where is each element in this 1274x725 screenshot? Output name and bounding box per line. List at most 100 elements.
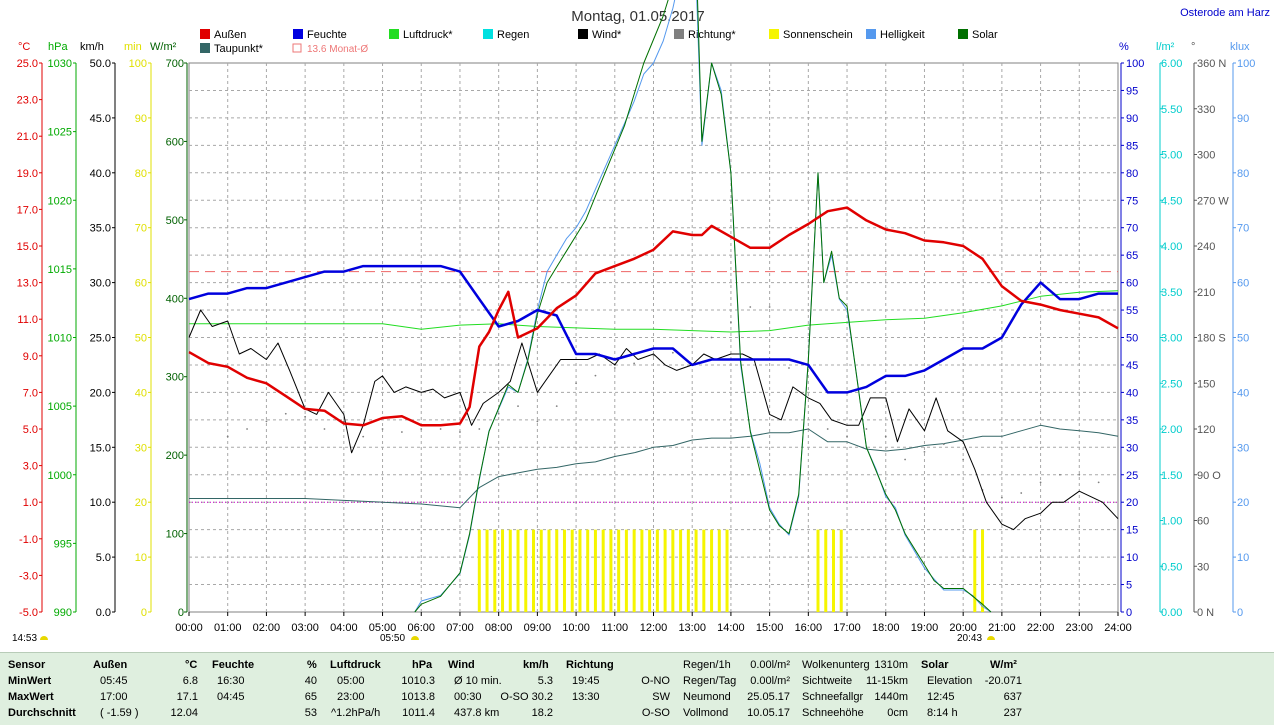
aussen-min-time: 05:45	[100, 675, 128, 687]
legend-label: Helligkeit	[880, 29, 925, 41]
header-solar: Solar	[921, 659, 949, 671]
header-feuchte: Feuchte	[212, 659, 255, 671]
feuchte-max-time: 04:45	[217, 691, 245, 703]
sunshine-bar	[824, 529, 828, 612]
tick-label-lm2: 1.00	[1161, 516, 1182, 528]
legend-swatch	[200, 29, 210, 39]
direction-point	[613, 367, 616, 369]
sunshine-bar	[632, 529, 636, 612]
tick-label-deg: 120	[1197, 424, 1215, 436]
tick-label-lm2: 6.00	[1161, 58, 1182, 70]
direction-point	[730, 321, 732, 324]
series-taupunkt	[189, 424, 1119, 509]
sunshine-bar	[555, 529, 559, 612]
solar-max-value: 637	[1003, 691, 1022, 703]
aussen-avg-value: 12.04	[170, 707, 198, 719]
tick-label-temp: 17.0	[17, 204, 38, 216]
direction-point	[459, 431, 461, 433]
neumond-label: Neumond	[683, 691, 731, 703]
tick-label-kmh: 25.0	[90, 333, 111, 345]
tick-label-pct: 80	[1126, 168, 1138, 180]
tick-label-temp: -1.0	[19, 534, 38, 546]
legend-label: Wind*	[592, 29, 622, 41]
tick-label-temp: -3.0	[19, 570, 38, 582]
sunshine-bar	[609, 529, 613, 612]
elevation-value: -20.071	[984, 675, 1022, 687]
direction-point	[1059, 473, 1061, 476]
tick-label-pct: 0	[1126, 607, 1132, 619]
axis-label-kmh: km/h	[80, 41, 104, 53]
legend-swatch	[769, 29, 779, 39]
location-label: Osterode am Harz	[1180, 7, 1270, 19]
tick-label-min: 20	[135, 497, 147, 509]
aussen-min-value: 6.8	[182, 675, 198, 687]
direction-point	[1020, 492, 1023, 494]
x-tick-label: 21:00	[988, 622, 1016, 634]
tick-label-pct: 5	[1126, 580, 1132, 592]
wind-max-time: 00:30	[454, 691, 482, 703]
tick-label-min: 0	[141, 607, 147, 619]
x-tick-label: 15:00	[756, 622, 784, 634]
tick-label-kmh: 20.0	[90, 387, 111, 399]
sunshine-bar	[686, 529, 690, 612]
x-tick-label: 02:00	[253, 622, 281, 634]
legend-label: 13.6 Monat-Ø	[307, 44, 368, 55]
richtung-min-time: 19:45	[572, 675, 600, 687]
richtung-max-value: SW	[652, 691, 670, 703]
tick-label-min: 100	[129, 58, 147, 70]
tick-label-klux: 10	[1237, 552, 1249, 564]
sunshine-bar	[593, 529, 597, 612]
tick-label-klux: 0	[1237, 607, 1243, 619]
x-tick-label: 18:00	[872, 622, 900, 634]
tick-label-deg: 300	[1197, 150, 1215, 162]
header-aussen: Außen	[93, 659, 128, 671]
header-luftdruck-unit: hPa	[412, 659, 433, 671]
tick-label-lm2: 5.00	[1161, 150, 1182, 162]
direction-point	[807, 428, 810, 430]
corner-time: 14:53	[12, 633, 37, 644]
weather-chart: Montag, 01.05.2017 Osterode am Harz Auße…	[12, 0, 1270, 644]
sunshine-bar	[562, 529, 566, 612]
direction-point	[846, 435, 848, 438]
aussen-avg-note: ( -1.59 )	[100, 707, 139, 719]
x-tick-label: 03:00	[291, 622, 319, 634]
richtung-min-value: O-NO	[641, 675, 670, 687]
x-tick-label: 01:00	[214, 622, 242, 634]
x-axis: 00:00 01:00 02:00 03:00 04:00 05:00 06:00 07:00…	[40, 612, 1132, 640]
header-sensor: Sensor	[8, 659, 46, 671]
tick-label-min: 90	[135, 113, 147, 125]
x-tick-label: 10:00	[562, 622, 590, 634]
luftdruck-avg-value: 1011.4	[402, 707, 435, 719]
sunshine-bar	[655, 529, 659, 612]
series-feuchte	[188, 264, 1118, 394]
x-tick-label: 07:00	[446, 622, 474, 634]
elevation-label: Elevation	[927, 675, 973, 687]
tick-label-klux: 70	[1237, 223, 1249, 235]
legend-label: Luftdruck*	[403, 29, 453, 41]
legend-label: Außen	[214, 29, 246, 41]
regen-tag-value: 0.00l/m²	[750, 675, 790, 687]
regen-1h-label: Regen/1h	[683, 659, 731, 671]
tick-label-klux: 20	[1237, 497, 1249, 509]
direction-point	[381, 428, 384, 430]
sunshine-bar	[679, 529, 683, 612]
tick-label-min: 30	[135, 442, 147, 454]
sunshine-bar	[648, 529, 652, 612]
solar-avg-value: 237	[1003, 707, 1022, 719]
axis-label-wm2: W/m²	[150, 41, 177, 53]
luftdruck-trend: ^1.2hPa/h	[331, 707, 381, 719]
tick-label-hpa: 995	[54, 538, 72, 550]
tick-label-klux: 90	[1237, 113, 1249, 125]
tick-label-kmh: 0.0	[96, 607, 111, 619]
direction-point	[826, 428, 829, 430]
tick-label-pct: 90	[1126, 113, 1138, 125]
direction-point	[362, 435, 365, 438]
tick-label-wm2: 100	[166, 529, 184, 541]
x-tick-label: 00:00	[175, 622, 203, 634]
tick-label-pct: 30	[1126, 442, 1138, 454]
tick-label-temp: 3.0	[23, 461, 38, 473]
sunshine-bar	[578, 529, 582, 612]
axes: °C 25.0 23.0 21.0 19.0 17.0 15.0 13.0 11.0 9.0 7.0…	[17, 41, 1256, 619]
series-solar	[414, 0, 992, 613]
tick-label-deg: 180 S	[1197, 333, 1226, 345]
